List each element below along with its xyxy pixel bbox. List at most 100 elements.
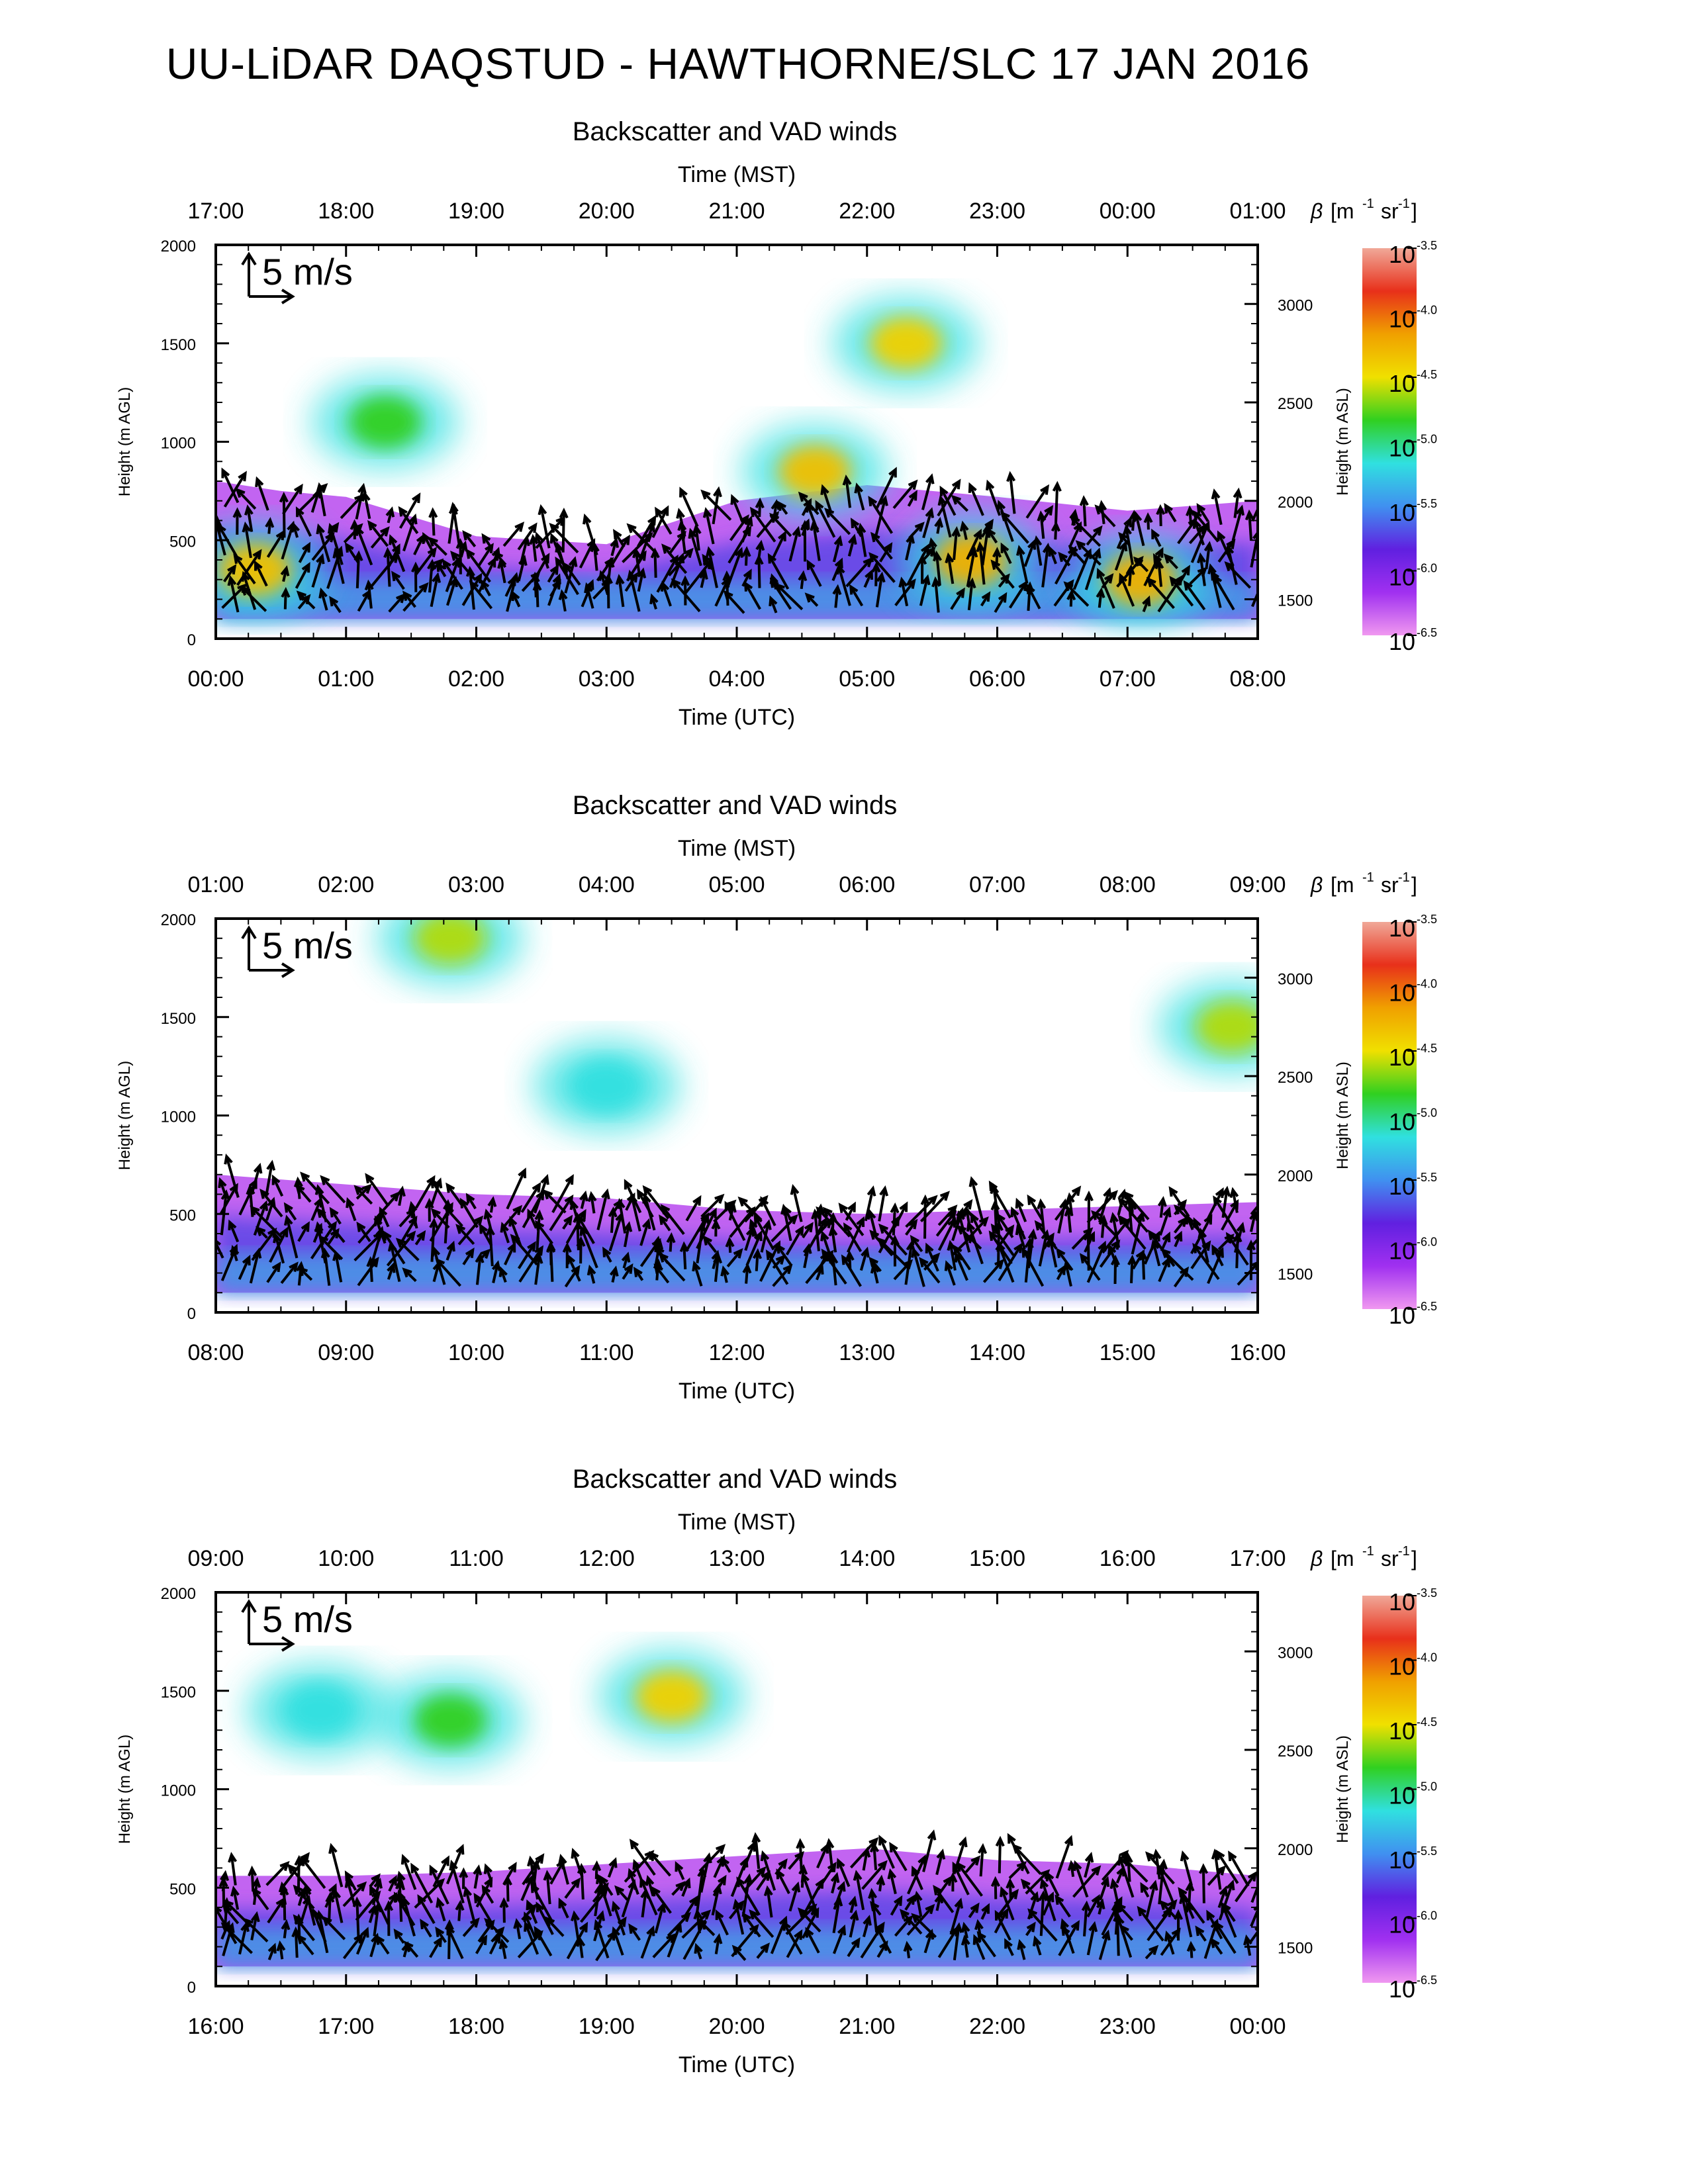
wind-arrow — [414, 548, 436, 576]
wind-arrow-head — [232, 507, 242, 518]
wind-arrow-head — [649, 1850, 659, 1862]
wind-arrow-head — [919, 1257, 929, 1268]
wind-arrow-head — [530, 1882, 539, 1893]
wind-arrow-head — [430, 1177, 440, 1189]
wind-arrow — [288, 1865, 312, 1892]
wind-arrow — [630, 1840, 656, 1876]
wind-arrow — [451, 552, 476, 580]
wind-arrow — [864, 1188, 874, 1222]
wind-arrow-head — [723, 590, 733, 601]
wind-arrow — [564, 559, 577, 594]
wind-arrow — [466, 550, 491, 583]
wind-arrow — [1177, 567, 1190, 586]
wind-arrow — [766, 1251, 789, 1285]
wind-arrow-head — [925, 507, 935, 518]
y2-tick-label: 3000 — [1278, 296, 1313, 314]
wind-arrow-head — [382, 1230, 392, 1241]
wind-arrow — [933, 1886, 955, 1913]
wind-arrow-head — [293, 1914, 303, 1925]
wind-arrow-head — [956, 1861, 966, 1872]
wind-arrow — [875, 574, 884, 608]
wind-arrow — [1145, 1882, 1156, 1918]
wind-arrow — [724, 591, 745, 614]
wind-arrow-head — [538, 504, 547, 516]
wind-arrow-head — [1058, 551, 1068, 563]
wind-arrow — [564, 1879, 580, 1899]
wind-arrow — [534, 574, 538, 598]
wind-arrow-head — [720, 1265, 729, 1277]
colorbar-base: 10 — [1389, 564, 1415, 591]
wind-arrow — [294, 1929, 299, 1958]
wind-arrow-head — [782, 1263, 793, 1275]
colorbar-base: 10 — [1389, 435, 1415, 462]
wind-arrow-head — [1123, 1191, 1134, 1202]
wind-arrow — [1056, 1249, 1074, 1271]
wind-arrow-head — [756, 1866, 767, 1877]
wind-arrow-head — [455, 1843, 465, 1855]
wind-arrow — [964, 1856, 980, 1874]
wind-arrow-head — [1169, 576, 1179, 586]
wind-scale-head-up — [241, 251, 257, 266]
wind-arrow — [744, 582, 761, 610]
wind-arrow — [1066, 1208, 1072, 1233]
wind-arrow-head — [549, 522, 559, 533]
wind-arrow — [260, 1190, 283, 1218]
wind-arrow — [1042, 1893, 1054, 1916]
wind-arrow — [929, 539, 937, 560]
wind-arrow-head — [628, 1923, 638, 1934]
wind-arrow — [1250, 1907, 1258, 1927]
wind-arrow — [437, 1899, 446, 1922]
wind-arrow — [875, 1927, 892, 1954]
wind-arrow — [585, 584, 594, 609]
wind-arrow — [1217, 532, 1235, 566]
wind-arrow-head — [655, 1245, 665, 1256]
wind-arrow-head — [898, 576, 908, 588]
x2-tick-label: 02:00 — [318, 872, 374, 897]
wind-arrow-head — [968, 482, 977, 493]
colorbar-base: 10 — [1389, 979, 1415, 1007]
wind-scale — [241, 251, 295, 304]
wind-arrow-head — [700, 1212, 710, 1224]
wind-arrow — [392, 572, 405, 590]
wind-arrow-head — [283, 1214, 293, 1226]
wind-arrow-head — [906, 1894, 916, 1905]
wind-arrow — [580, 1227, 598, 1269]
wind-arrow — [1084, 1233, 1095, 1253]
wind-arrow-head — [1103, 573, 1114, 584]
wind-arrow-head — [700, 1909, 712, 1920]
wind-arrow — [1074, 1862, 1089, 1898]
wind-arrow — [770, 533, 786, 562]
wind-arrow — [373, 1904, 380, 1936]
wind-arrow-head — [827, 1862, 837, 1872]
wind-arrow-head — [1186, 505, 1196, 517]
wind-arrow-head — [988, 1230, 998, 1242]
wind-arrow-head — [346, 1197, 355, 1208]
colorbar-title-beta: β — [1310, 873, 1323, 897]
wind-arrow — [1009, 473, 1016, 514]
wind-arrow-head — [271, 1261, 281, 1273]
wind-arrow-head — [465, 548, 475, 559]
wind-arrow — [1027, 1196, 1044, 1221]
wind-arrow — [934, 579, 940, 613]
wind-arrow-head — [508, 1862, 517, 1873]
wind-arrow-head — [1143, 512, 1153, 523]
wind-arrow-head — [970, 1902, 980, 1913]
wind-arrow-head — [697, 1221, 707, 1233]
wind-arrow-head — [715, 1909, 724, 1921]
wind-arrow — [639, 1879, 658, 1916]
wind-arrow-head — [810, 1907, 820, 1918]
wind-arrow — [1064, 582, 1090, 607]
wind-arrow-head — [626, 523, 637, 533]
wind-arrow — [430, 1179, 442, 1208]
wind-arrow-head — [801, 518, 810, 529]
wind-arrow — [1158, 1208, 1170, 1236]
wind-arrow-head — [220, 1922, 231, 1933]
wind-arrow-head — [1142, 595, 1151, 607]
wind-arrow — [743, 1868, 765, 1891]
wind-arrow-head — [1228, 1850, 1237, 1862]
wind-arrow — [991, 1225, 1015, 1256]
wind-arrow-head — [676, 508, 685, 519]
wind-arrow — [1035, 1222, 1058, 1250]
wind-arrow — [804, 1219, 827, 1257]
